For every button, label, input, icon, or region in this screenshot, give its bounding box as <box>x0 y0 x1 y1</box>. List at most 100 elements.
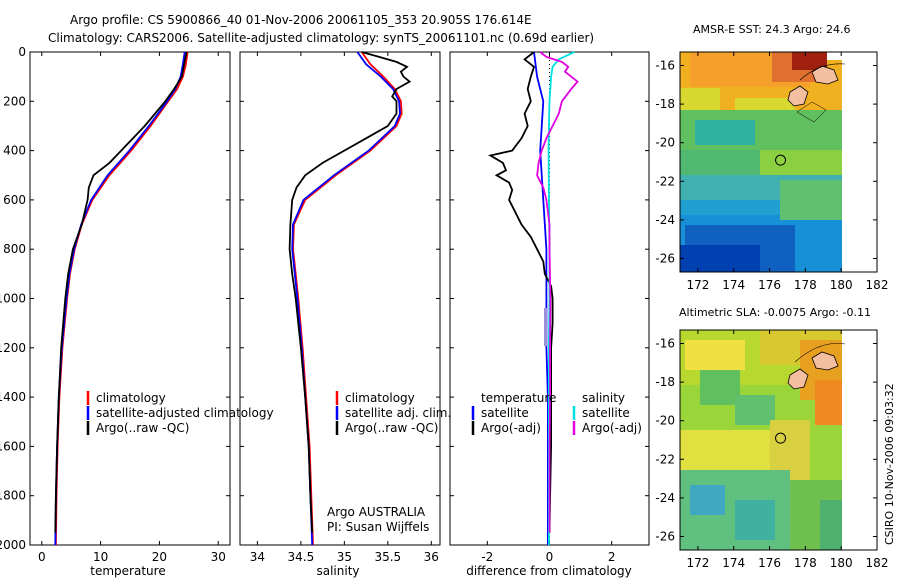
series-line-satellite-adjusted-climatology <box>54 51 186 546</box>
x-tick-label: 35 <box>337 550 352 564</box>
series-line-argo-raw-qc- <box>54 51 188 533</box>
x-tick-label: 36 <box>424 550 439 564</box>
y-tick-label: 800 <box>3 242 26 256</box>
y-tick-label: 1000 <box>0 292 26 306</box>
map-y-tick-label: -22 <box>655 452 675 466</box>
salinity-legend: climatology satellite adj. clim. Argo(..… <box>335 391 451 435</box>
x-tick-label: -2 <box>481 550 493 564</box>
y-tick-label: 200 <box>3 94 26 108</box>
legend-sal-satellite: satellite <box>582 406 630 420</box>
map-y-tick-label: -16 <box>655 337 675 351</box>
salinity-x-axis: 34 34.5 35 35.5 36 <box>250 52 439 564</box>
x-tick-label: 0 <box>546 550 554 564</box>
map-y-tick-label: -26 <box>655 251 675 265</box>
map-y-tick-label: -20 <box>655 136 675 150</box>
map-y-tick-label: -24 <box>655 213 675 227</box>
map-x-tick-label: 182 <box>866 278 889 292</box>
series-line-satellite-adj-clim- <box>291 51 401 546</box>
map-y-tick-label: -18 <box>655 97 675 111</box>
legend-climatology: climatology <box>345 391 415 405</box>
legend-temp-argo: Argo(-adj) <box>481 421 541 435</box>
sla-map-title: Altimetric SLA: -0.0075 Argo: -0.11 <box>679 306 871 319</box>
y-tick-label: 1600 <box>0 439 26 453</box>
sst-map-axes: 172 174 176 178 180 182 -16 -18 -20 -22 -24 -26 <box>655 52 888 292</box>
temperature-axes-frame <box>29 51 231 546</box>
y-tick-label: 600 <box>3 193 26 207</box>
legend-satellite-adj: satellite adj. clim. <box>345 406 451 420</box>
legend-argo: Argo(..raw -QC) <box>345 421 438 435</box>
sst-map-frame <box>679 51 878 273</box>
sst-heatmap <box>680 52 877 272</box>
map-y-tick-label: -18 <box>655 375 675 389</box>
map-x-tick-label: 182 <box>866 556 889 570</box>
map-x-tick-label: 176 <box>758 556 781 570</box>
salinity-xlabel: salinity <box>316 564 359 578</box>
y-tick-label: 2000 <box>0 538 26 552</box>
x-tick-label: 35.5 <box>374 550 401 564</box>
header-line-1: Argo profile: CS 5900866_40 01-Nov-2006 … <box>70 13 532 27</box>
legend-temperature-title: temperature <box>481 391 556 405</box>
series-line-salinity-argo-adj- <box>536 51 579 533</box>
x-tick-label: 10 <box>93 550 108 564</box>
series-line-argo-raw-qc- <box>288 51 412 533</box>
y-tick-label: 1800 <box>0 489 26 503</box>
legend-sal-argo: Argo(-adj) <box>582 421 642 435</box>
map-x-tick-label: 176 <box>758 278 781 292</box>
y-tick-label: 1400 <box>0 390 26 404</box>
salinity-flag-marker <box>544 308 547 346</box>
argo-position-marker <box>775 432 787 444</box>
map-y-tick-label: -20 <box>655 414 675 428</box>
salinity-panel: 34 34.5 35 35.5 36 salinity climatology sate… <box>239 51 451 578</box>
credit-timestamp: CSIRO 10-Nov-2006 09:03:32 <box>883 383 896 545</box>
map-y-tick-label: -26 <box>655 529 675 543</box>
temperature-panel: 0200400600800100012001400160018002000 01… <box>0 45 649 578</box>
sla-map-axes: 172 174 176 178 180 182 -16 -18 -20 -22 -24 -26 <box>655 330 888 570</box>
x-tick-label: 20 <box>152 550 167 564</box>
legend-argo: Argo(..raw -QC) <box>96 421 189 435</box>
temperature-series <box>54 51 189 546</box>
argo-position-marker <box>775 154 787 166</box>
map-y-tick-label: -22 <box>655 174 675 188</box>
difference-legend: temperature satellite Argo(-adj) salinit… <box>471 391 642 435</box>
difference-series <box>487 51 579 545</box>
difference-xlabel: difference from climatology <box>466 564 632 578</box>
y-tick-label: 400 <box>3 144 26 158</box>
series-line-temperature-satellite <box>533 51 549 545</box>
map-x-tick-label: 178 <box>794 556 817 570</box>
depth-axis: 0 200 400 600 800 1000 1200 1400 1600 1800 2000 <box>0 45 649 552</box>
y-tick-label: 1200 <box>0 341 26 355</box>
series-line-climatology <box>55 51 189 546</box>
map-x-tick-label: 180 <box>830 278 853 292</box>
y-tick-label: 0 <box>18 45 26 59</box>
map-x-tick-label: 180 <box>830 556 853 570</box>
sla-heatmap <box>680 330 877 550</box>
series-line-temperature-argo-adj- <box>487 51 554 533</box>
map-y-tick-label: -24 <box>655 491 675 505</box>
legend-temp-satellite: satellite <box>481 406 529 420</box>
sst-map-title: AMSR-E SST: 24.3 Argo: 24.6 <box>693 23 851 36</box>
temperature-x-axis: 0 10 20 30 <box>38 52 226 564</box>
header-line-2: Climatology: CARS2006. Satellite-adjuste… <box>48 31 594 45</box>
sla-map-frame <box>679 329 878 551</box>
map-x-tick-label: 174 <box>722 556 745 570</box>
legend-salinity-title: salinity <box>582 391 625 405</box>
x-tick-label: 30 <box>211 550 226 564</box>
temperature-legend: climatology satellite-adjusted climatolo… <box>86 391 274 435</box>
map-x-tick-label: 172 <box>686 278 709 292</box>
x-tick-label: 0 <box>38 550 46 564</box>
salinity-series <box>288 51 412 546</box>
argo-program-label: Argo AUSTRALIA <box>327 505 426 519</box>
map-x-tick-label: 172 <box>686 556 709 570</box>
pi-label: PI: Susan Wijffels <box>327 520 429 534</box>
sla-map-panel: Altimetric SLA: -0.0075 Argo: -0.11 172 1… <box>655 306 888 570</box>
map-x-tick-label: 174 <box>722 278 745 292</box>
sst-map-panel: AMSR-E SST: 24.3 Argo: 24.6 <box>655 23 888 292</box>
difference-panel: -2 0 2 difference from climatology tempera… <box>449 51 650 578</box>
legend-climatology: climatology <box>96 391 166 405</box>
x-tick-label: 34.5 <box>288 550 315 564</box>
legend-satellite-adjusted: satellite-adjusted climatology <box>96 406 274 420</box>
x-tick-label: 2 <box>608 550 616 564</box>
temperature-xlabel: temperature <box>90 564 165 578</box>
salinity-axes-frame <box>239 51 441 546</box>
